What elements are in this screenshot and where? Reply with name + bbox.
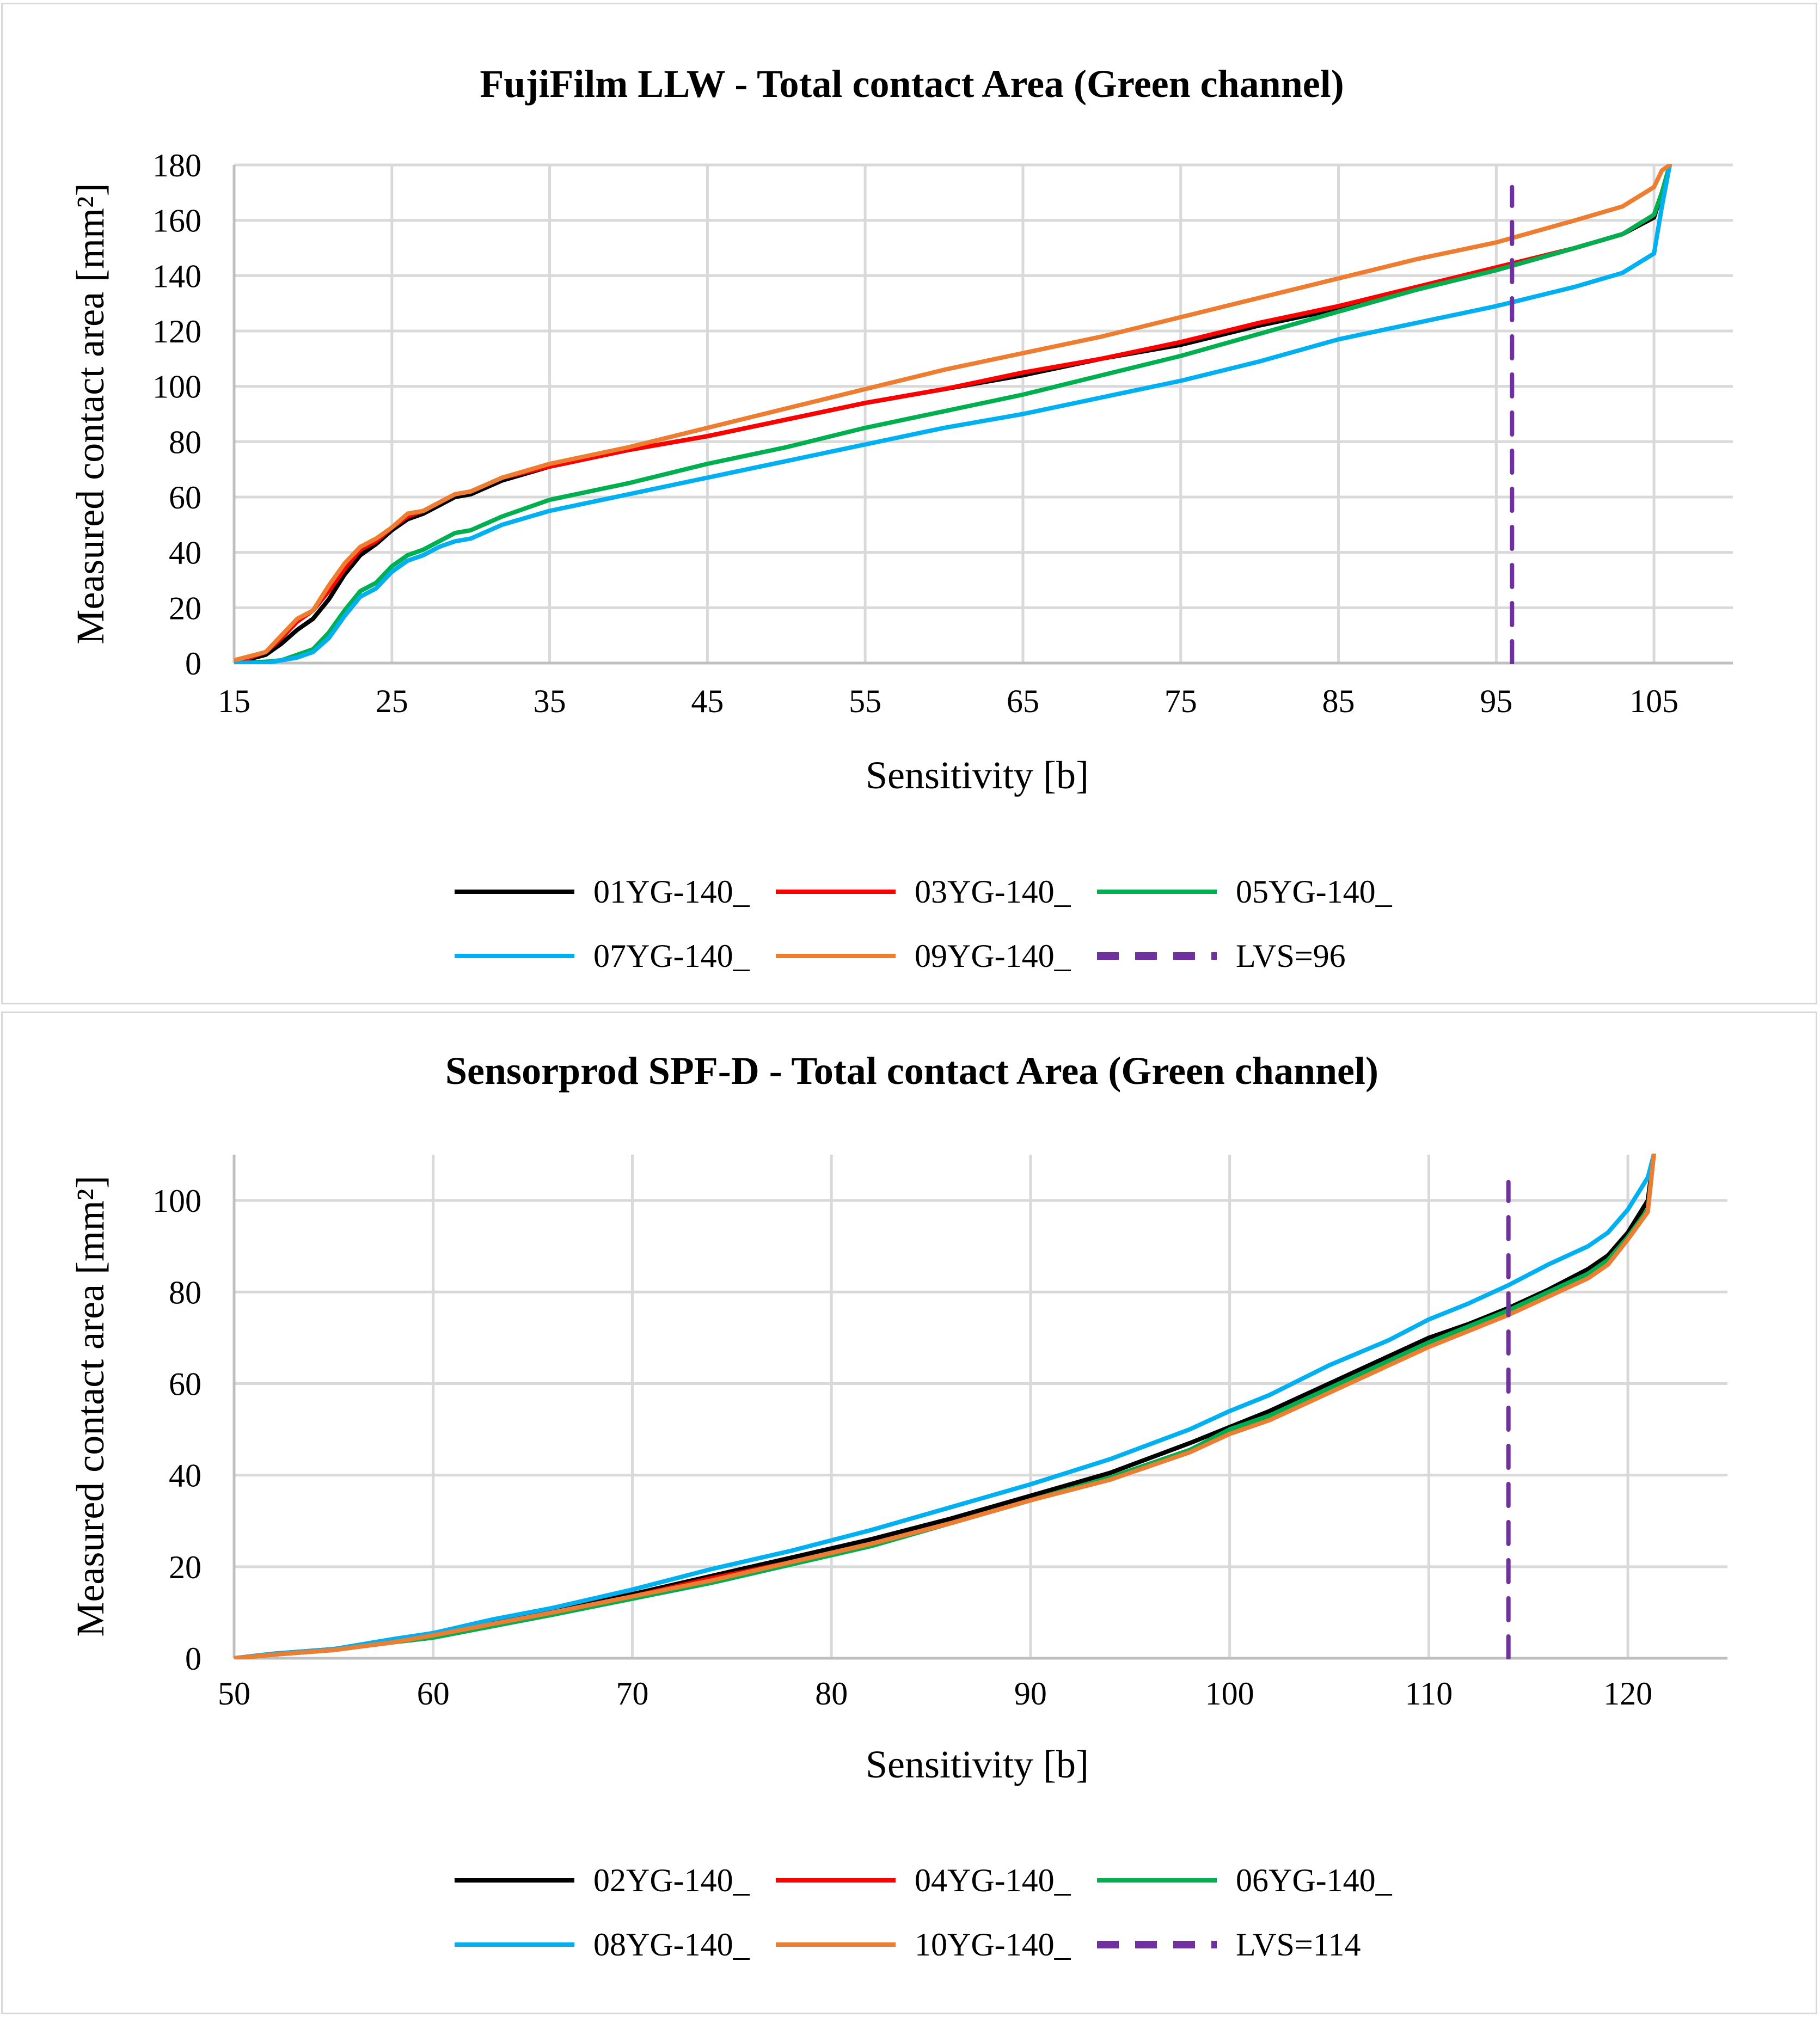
chart-title: Sensorprod SPF-D - Total contact Area (G… [445,1049,1378,1093]
series-line-08yg-140 [234,1154,1656,1659]
legend-label-07yg-140: 07YG-140_ [593,938,750,974]
y-tick-label: 80 [169,424,201,460]
series-line-06yg-140 [234,1154,1656,1659]
y-tick-label: 80 [169,1274,201,1310]
x-tick-label: 60 [417,1676,450,1712]
chart-title: FujiFilm LLW - Total contact Area (Green… [480,62,1344,106]
y-tick-label: 100 [152,1183,201,1219]
y-tick-label: 180 [152,148,201,183]
legend-label-lvs-96: LVS=96 [1236,938,1346,974]
legend-label-08yg-140: 08YG-140_ [593,1927,750,1963]
legend-label-06yg-140: 06YG-140_ [1236,1862,1393,1898]
series-line-07yg-140 [234,164,1672,664]
x-tick-label: 15 [218,683,250,719]
series-line-02yg-140 [234,1154,1656,1659]
y-axis-title: Measured contact area [mm²] [69,183,112,644]
x-tick-label: 45 [691,683,724,719]
y-tick-label: 40 [169,535,201,571]
legend-label-09yg-140: 09YG-140_ [915,938,1071,974]
fujifilm-chart: FujiFilm LLW - Total contact Area (Green… [69,62,1733,974]
series-line-05yg-140 [234,164,1672,664]
y-tick-label: 0 [185,646,201,682]
x-tick-label: 25 [376,683,408,719]
series-line-09yg-140 [234,164,1672,663]
y-tick-label: 140 [152,258,201,294]
series-line-03yg-140 [234,164,1672,664]
legend-label-02yg-140: 02YG-140_ [593,1862,750,1898]
x-tick-label: 65 [1007,683,1039,719]
x-tick-label: 90 [1014,1676,1047,1712]
y-tick-label: 60 [169,480,201,516]
y-axis-title: Measured contact area [mm²] [69,1175,112,1636]
series-line-01yg-140 [234,164,1672,664]
legend-label-03yg-140: 03YG-140_ [915,874,1071,910]
legend-label-10yg-140: 10YG-140_ [915,1927,1071,1963]
series-line-10yg-140 [234,1154,1656,1659]
x-tick-label: 105 [1629,683,1678,719]
chart-panel-sensorprod: Sensorprod SPF-D - Total contact Area (G… [1,1011,1817,2014]
x-tick-label: 75 [1165,683,1197,719]
y-tick-label: 160 [152,203,201,239]
y-tick-label: 20 [169,1549,201,1585]
legend-label-05yg-140: 05YG-140_ [1236,874,1393,910]
legend-label-01yg-140: 01YG-140_ [593,874,750,910]
y-tick-label: 60 [169,1366,201,1402]
x-tick-label: 80 [815,1676,848,1712]
x-tick-label: 35 [534,683,566,719]
y-tick-label: 20 [169,590,201,626]
chart-panel-fujifilm: FujiFilm LLW - Total contact Area (Green… [1,3,1817,1004]
x-tick-label: 120 [1603,1676,1652,1712]
y-tick-label: 40 [169,1458,201,1494]
x-tick-label: 50 [218,1676,250,1712]
x-tick-label: 70 [616,1676,648,1712]
x-axis-title: Sensitivity [b] [866,1743,1089,1786]
series-line-04yg-140 [234,1154,1656,1659]
y-tick-label: 100 [152,369,201,405]
y-tick-label: 120 [152,314,201,350]
x-tick-label: 55 [849,683,881,719]
x-tick-label: 100 [1205,1676,1254,1712]
sensorprod-chart: Sensorprod SPF-D - Total contact Area (G… [69,1049,1727,1963]
y-tick-label: 0 [185,1641,201,1677]
legend-label-04yg-140: 04YG-140_ [915,1862,1071,1898]
x-tick-label: 95 [1480,683,1512,719]
legend-label-lvs-114: LVS=114 [1236,1927,1361,1963]
x-tick-label: 85 [1322,683,1355,719]
x-tick-label: 110 [1405,1676,1453,1712]
x-axis-title: Sensitivity [b] [866,753,1089,797]
